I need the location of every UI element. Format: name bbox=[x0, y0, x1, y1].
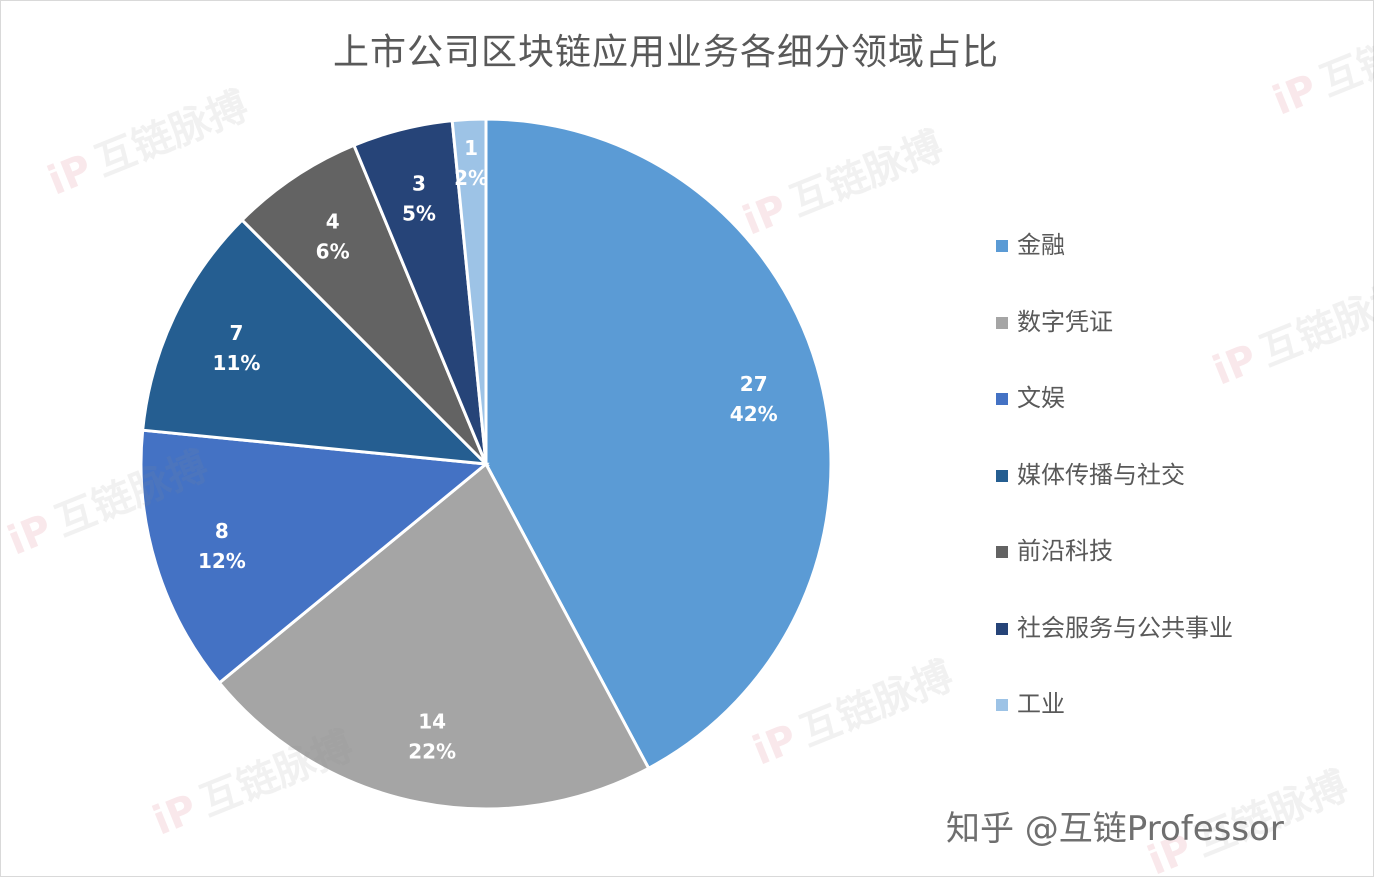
legend-label: 金融 bbox=[1017, 231, 1065, 259]
legend-item: 前沿科技 bbox=[996, 533, 1233, 610]
legend-label: 前沿科技 bbox=[1017, 537, 1113, 565]
slice-value-label: 7 bbox=[230, 321, 244, 345]
slice-percent-label: 2% bbox=[454, 166, 488, 190]
legend-swatch bbox=[996, 699, 1008, 711]
slice-value-label: 4 bbox=[326, 210, 340, 234]
slice-percent-label: 22% bbox=[408, 740, 456, 764]
pie-slice bbox=[239, 143, 488, 466]
credit-text: 知乎 @互链Professor bbox=[946, 809, 1284, 849]
legend-label: 工业 bbox=[1017, 690, 1065, 718]
slice-percent-label: 6% bbox=[316, 240, 350, 264]
slice-value-label: 8 bbox=[215, 519, 229, 543]
pie-slice bbox=[139, 428, 490, 685]
pie-slice bbox=[484, 117, 833, 771]
legend-item: 媒体传播与社交 bbox=[996, 457, 1233, 534]
legend-label: 社会服务与公共事业 bbox=[1017, 613, 1233, 642]
pie-slice bbox=[141, 217, 491, 466]
slice-percent-label: 11% bbox=[213, 351, 261, 375]
legend-label: 媒体传播与社交 bbox=[1017, 460, 1185, 489]
slice-percent-label: 12% bbox=[198, 549, 246, 573]
legend-swatch bbox=[996, 240, 1008, 252]
pie-slice bbox=[217, 461, 651, 811]
legend-item: 数字凭证 bbox=[996, 304, 1233, 381]
slice-value-label: 1 bbox=[464, 136, 478, 160]
legend-label: 文娱 bbox=[1017, 384, 1065, 412]
slice-percent-label: 42% bbox=[730, 402, 778, 426]
legend-swatch bbox=[996, 546, 1008, 558]
legend-item: 金融 bbox=[996, 227, 1233, 304]
chart-title: 上市公司区块链应用业务各细分领域占比 bbox=[332, 32, 999, 73]
legend-item: 社会服务与公共事业 bbox=[996, 610, 1233, 687]
slice-percent-label: 5% bbox=[402, 201, 436, 225]
legend-swatch bbox=[996, 469, 1008, 482]
pie-slice bbox=[450, 117, 488, 465]
slice-value-label: 27 bbox=[740, 372, 768, 396]
legend-swatch bbox=[996, 393, 1008, 405]
legend-swatch bbox=[996, 316, 1008, 329]
slice-value-label: 14 bbox=[418, 710, 446, 734]
slice-value-label: 3 bbox=[412, 171, 426, 195]
legend-swatch bbox=[996, 622, 1008, 635]
legend: 金融数字凭证文娱媒体传播与社交 前沿科技社会服务与公共事业 工业 bbox=[996, 227, 1233, 763]
legend-item: 文娱 bbox=[996, 380, 1233, 457]
legend-label: 数字凭证 bbox=[1017, 307, 1113, 336]
legend-item: 工业 bbox=[996, 686, 1233, 763]
